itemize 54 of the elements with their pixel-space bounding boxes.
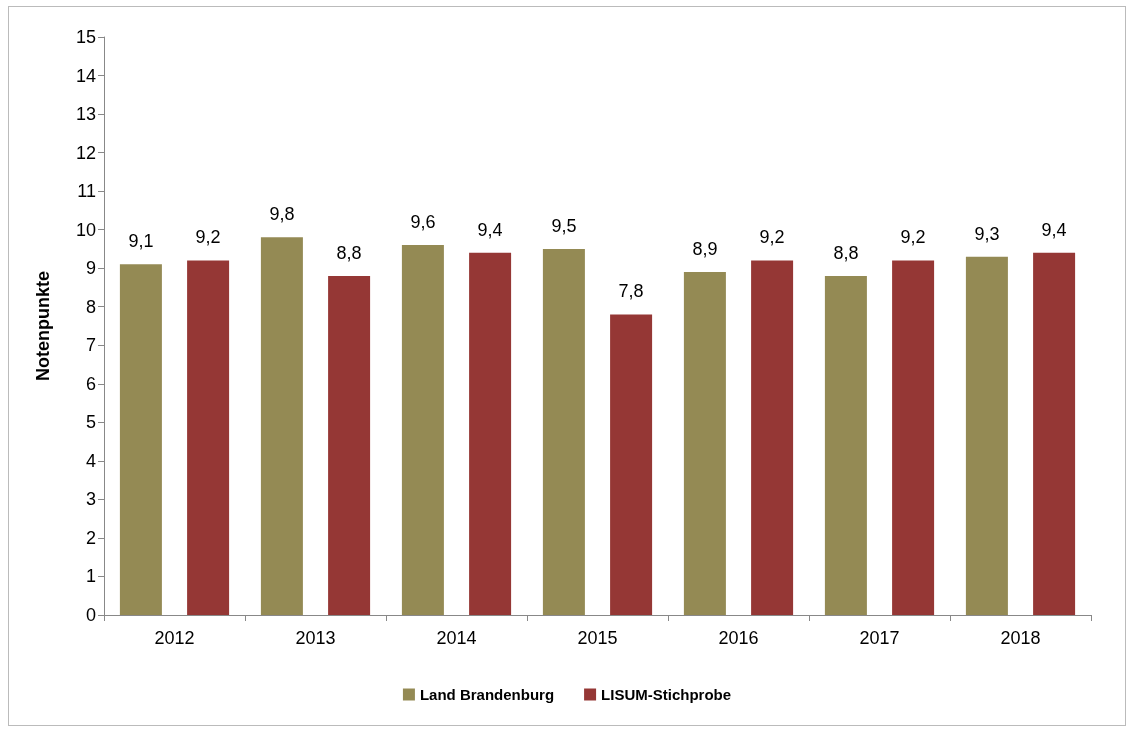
y-tick-label: 15 xyxy=(75,27,96,47)
y-tick-label: 4 xyxy=(85,450,96,471)
y-tick-label: 13 xyxy=(75,104,96,125)
y-tick-label: 3 xyxy=(85,489,96,510)
bar xyxy=(260,237,303,615)
data-label: 9,6 xyxy=(410,212,436,233)
y-tick-label: 11 xyxy=(77,181,96,202)
y-tick-label: 9 xyxy=(85,258,96,279)
data-label: 9,3 xyxy=(974,223,1000,244)
bar xyxy=(751,260,794,615)
bar xyxy=(328,275,371,615)
x-tick-label: 2013 xyxy=(295,628,336,648)
bar xyxy=(683,272,726,615)
y-tick-label: 14 xyxy=(75,65,96,86)
x-tick-label: 2014 xyxy=(436,628,477,648)
y-tick-label: 0 xyxy=(85,605,96,625)
legend-label: Land Brandenburg xyxy=(419,686,555,703)
y-tick-label: 5 xyxy=(85,412,96,433)
data-label: 9,5 xyxy=(551,215,577,236)
data-label: 8,8 xyxy=(336,242,362,263)
x-tick-label: 2016 xyxy=(718,628,759,648)
y-tick-label: 8 xyxy=(85,296,96,317)
x-tick-label: 2012 xyxy=(154,628,195,648)
data-label: 8,8 xyxy=(833,242,859,263)
bar xyxy=(469,252,512,615)
data-label: 9,2 xyxy=(195,227,221,248)
bar xyxy=(542,248,585,615)
bar xyxy=(892,260,935,615)
data-label: 9,8 xyxy=(269,204,295,225)
x-tick-label: 2018 xyxy=(1000,628,1041,648)
x-tick-label: 2017 xyxy=(859,628,900,648)
bar xyxy=(965,256,1008,615)
data-label: 9,2 xyxy=(759,227,785,248)
bar xyxy=(119,264,162,615)
data-label: 9,2 xyxy=(900,227,926,248)
y-tick-label: 2 xyxy=(85,527,96,548)
legend-label: LISUM-Stichprobe xyxy=(601,686,732,703)
x-tick-label: 2015 xyxy=(577,628,618,648)
bar xyxy=(824,275,867,615)
y-tick-label: 6 xyxy=(85,373,96,394)
data-label: 9,1 xyxy=(128,231,154,252)
bar xyxy=(401,245,444,615)
data-label: 8,9 xyxy=(692,239,718,260)
bar xyxy=(1033,252,1076,615)
y-axis-title: Notenpunkte xyxy=(33,271,53,381)
bar xyxy=(187,260,230,615)
y-tick-label: 1 xyxy=(85,566,96,587)
y-tick-label: 10 xyxy=(75,219,96,240)
y-tick-label: 12 xyxy=(75,142,96,163)
y-tick-label: 7 xyxy=(85,335,96,356)
data-label: 7,8 xyxy=(618,281,644,302)
data-label: 9,4 xyxy=(1041,219,1067,240)
bar xyxy=(610,314,653,615)
data-label: 9,4 xyxy=(477,219,503,240)
